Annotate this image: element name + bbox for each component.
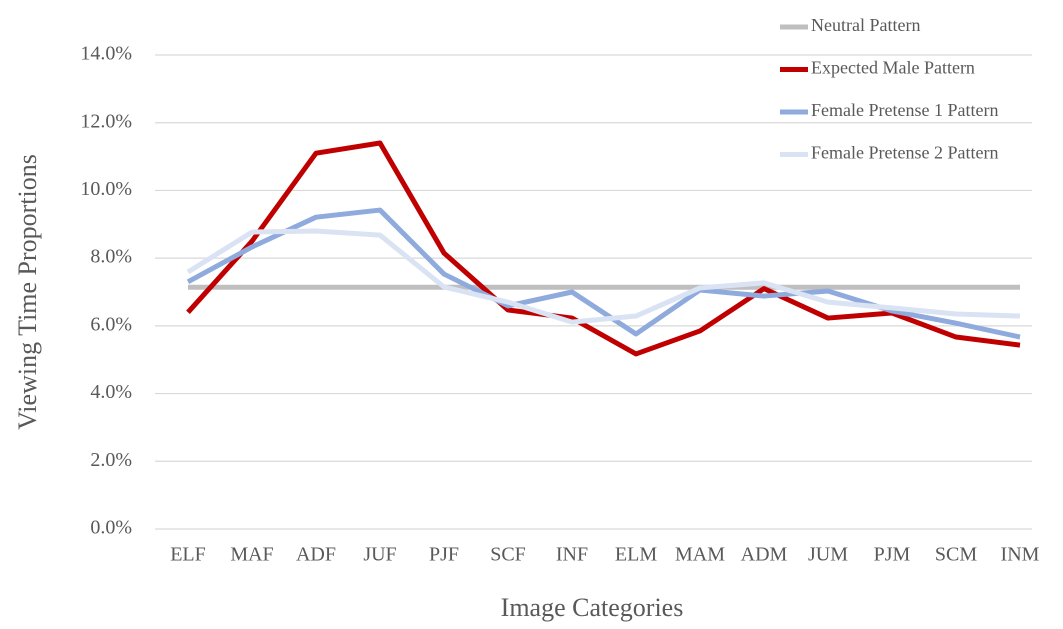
x-tick-label: ADF xyxy=(296,544,336,566)
x-tick-label: MAF xyxy=(230,544,273,566)
y-tick-label: 14.0% xyxy=(80,43,132,65)
x-tick-label: INM xyxy=(1001,544,1040,566)
x-tick-label: PJM xyxy=(874,544,911,566)
y-tick-label: 0.0% xyxy=(90,517,132,539)
data-line xyxy=(186,140,1021,357)
legend-label: Neutral Pattern xyxy=(811,15,920,35)
x-tick-label: ADM xyxy=(741,544,788,566)
legend-label: Expected Male Pattern xyxy=(811,58,975,78)
data-line xyxy=(186,228,1021,325)
y-tick-label: 10.0% xyxy=(80,178,132,200)
x-tick-label: JUF xyxy=(363,544,396,566)
legend-label: Female Pretense 1 Pattern xyxy=(811,100,998,120)
y-axis-title: Viewing Time Proportions xyxy=(13,154,42,430)
x-tick-label: SCF xyxy=(490,544,526,566)
x-tick-label: INF xyxy=(556,544,588,566)
legend-label: Female Pretense 2 Pattern xyxy=(811,143,998,163)
x-tick-label: JUM xyxy=(808,544,848,566)
y-tick-label: 2.0% xyxy=(90,449,132,471)
y-tick-label: 8.0% xyxy=(90,246,132,268)
y-tick-label: 6.0% xyxy=(90,313,132,335)
x-tick-label: ELM xyxy=(615,544,657,566)
y-tick-label: 12.0% xyxy=(80,110,132,132)
x-tick-label: SCM xyxy=(935,544,977,566)
x-tick-label: PJF xyxy=(429,544,459,566)
x-axis-title: Image Categories xyxy=(501,593,684,622)
x-tick-label: ELF xyxy=(170,544,206,566)
x-tick-label: MAM xyxy=(675,544,725,566)
y-tick-label: 4.0% xyxy=(90,381,132,403)
